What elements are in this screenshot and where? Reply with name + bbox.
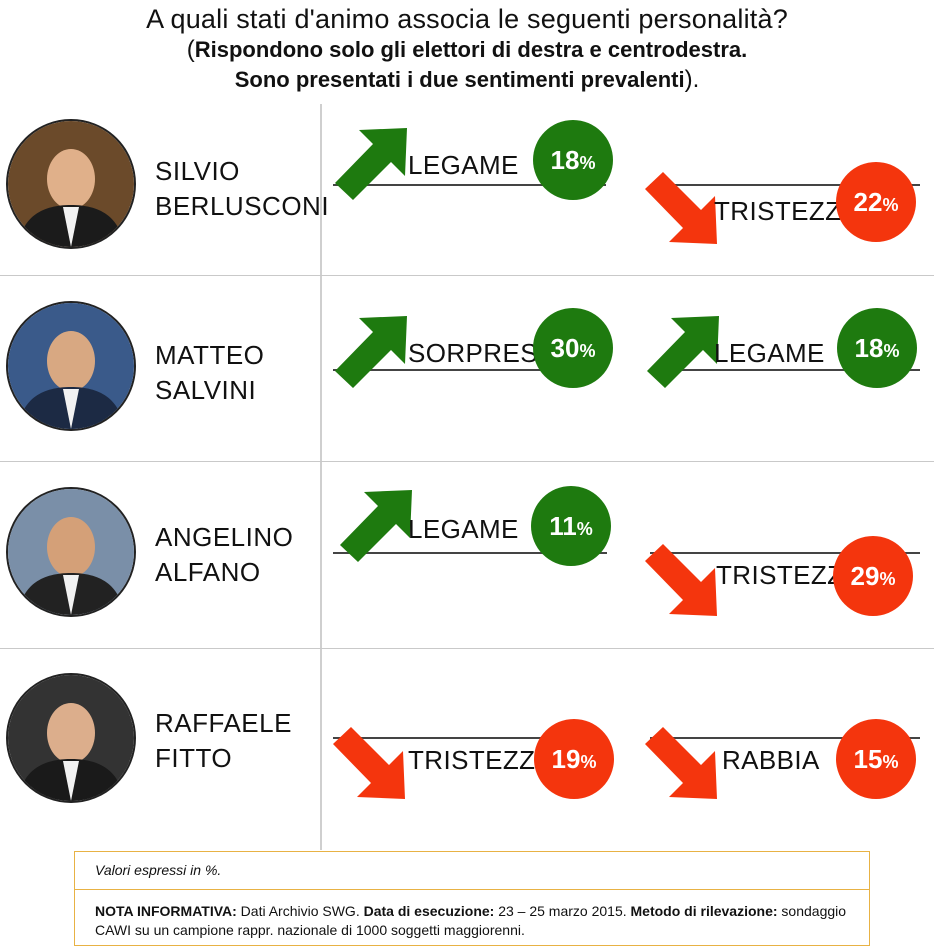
sentiment-label: LEGAME: [408, 514, 519, 544]
arrow-down-right-icon: [645, 544, 717, 616]
sentiment-value-badge: 22%: [836, 162, 916, 242]
sentiment-baseline: [333, 369, 603, 371]
sentiment-label: SORPRESA: [408, 338, 556, 368]
percent-unit: %: [882, 195, 899, 215]
person-last-name: FITTO: [155, 743, 233, 773]
arrow-down-right-icon: [333, 727, 405, 799]
sentiment-value-badge: 19%: [534, 719, 614, 799]
sentiment-value: 19: [551, 744, 581, 774]
arrow-up-right-icon: [340, 490, 412, 562]
info-note: Valori espressi in %. NOTA INFORMATIVA: …: [74, 851, 870, 946]
sentiment-baseline: [333, 737, 606, 739]
sentiment-value: 22: [853, 187, 883, 217]
sentiment-value-badge: 30%: [533, 308, 613, 388]
sentiment-label: LEGAME: [408, 150, 519, 180]
percent-unit: %: [882, 752, 899, 772]
sentiment-value: 15: [853, 744, 883, 774]
person-photo: [6, 673, 136, 803]
sentiment-value: 18: [854, 333, 884, 363]
sentiment-baseline: [650, 552, 920, 554]
person-name: MATTEO SALVINI: [155, 338, 264, 408]
percent-unit: %: [580, 752, 597, 772]
person-row: SILVIO BERLUSCONI LEGAME 18% TRISTEZZA 22%: [0, 104, 934, 275]
arrow-up-right-icon: [335, 316, 407, 388]
chart-subtitle: (Rispondono solo gli elettori di destra …: [186, 36, 748, 93]
sentiment-value: 11: [549, 511, 577, 541]
person-row: MATTEO SALVINI SORPRESA 30% LEGAME 18%: [0, 276, 934, 461]
sentiment-value-badge: 18%: [837, 308, 917, 388]
row-separator: [0, 461, 934, 462]
sentiment-label: TRISTEZZA: [714, 196, 860, 226]
sentiment-value-badge: 11%: [531, 486, 611, 566]
person-row: RAFFAELE FITTO TRISTEZZA 19% RABBIA 15%: [0, 649, 934, 849]
arrow-up-right-icon: [647, 316, 719, 388]
person-photo: [6, 119, 136, 249]
percent-unit: %: [579, 341, 596, 361]
sentiment-value: 29: [850, 561, 880, 591]
column-divider: [320, 104, 322, 850]
sentiment-baseline: [333, 552, 607, 554]
chart-header: A quali stati d'animo associa le seguent…: [0, 0, 934, 95]
person-last-name: SALVINI: [155, 375, 257, 405]
person-first-name: RAFFAELE: [155, 708, 292, 738]
person-last-name: BERLUSCONI: [155, 191, 330, 221]
percent-unit: %: [576, 519, 593, 539]
arrow-down-right-icon: [645, 172, 717, 244]
sentiment-label: LEGAME: [714, 338, 825, 368]
arrow-down-right-icon: [645, 727, 717, 799]
chart-title: A quali stati d'animo associa le seguent…: [146, 4, 788, 34]
values-note: Valori espressi in %.: [75, 852, 869, 890]
person-first-name: MATTEO: [155, 340, 265, 370]
person-first-name: ANGELINO: [155, 522, 294, 552]
sentiment-value-badge: 15%: [836, 719, 916, 799]
person-first-name: SILVIO: [155, 156, 240, 186]
sentiment-label: TRISTEZZA: [408, 745, 554, 775]
sentiment-value: 30: [550, 333, 580, 363]
sentiment-baseline: [650, 369, 920, 371]
sentiment-baseline: [650, 737, 920, 739]
person-last-name: ALFANO: [155, 557, 261, 587]
row-separator: [0, 275, 934, 276]
sentiment-value-badge: 29%: [833, 536, 913, 616]
percent-unit: %: [879, 569, 896, 589]
sentiment-value-badge: 18%: [533, 120, 613, 200]
methodology-note: NOTA INFORMATIVA: Dati Archivio SWG. Dat…: [95, 903, 847, 938]
row-separator: [0, 648, 934, 649]
person-photo: [6, 301, 136, 431]
person-name: SILVIO BERLUSCONI: [155, 154, 329, 224]
person-row: ANGELINO ALFANO LEGAME 11% TRISTEZZA 29%: [0, 462, 934, 648]
sentiment-baseline: [333, 184, 606, 186]
percent-unit: %: [883, 341, 900, 361]
arrow-up-right-icon: [335, 128, 407, 200]
person-photo: [6, 487, 136, 617]
person-name: ANGELINO ALFANO: [155, 520, 293, 590]
sentiment-value: 18: [550, 145, 580, 175]
person-name: RAFFAELE FITTO: [155, 706, 292, 776]
percent-unit: %: [579, 153, 596, 173]
sentiment-label: RABBIA: [722, 745, 820, 775]
sentiment-baseline: [650, 184, 920, 186]
